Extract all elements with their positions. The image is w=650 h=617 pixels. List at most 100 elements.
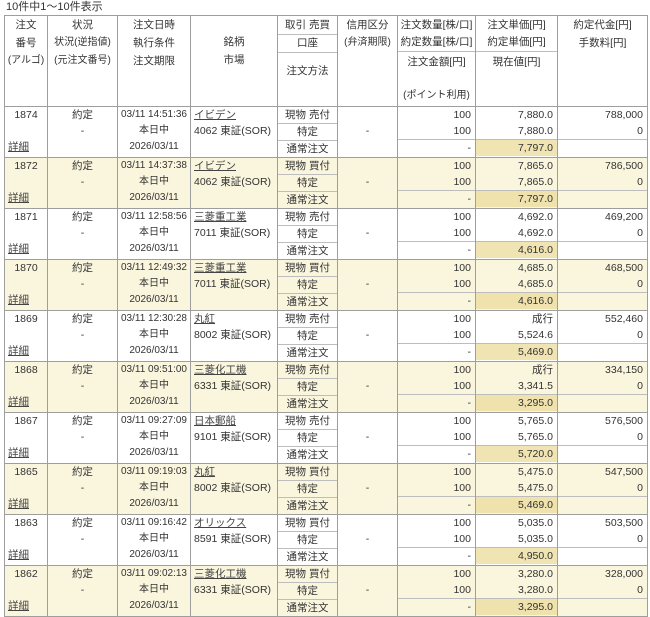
- order-condition: 本日中: [139, 329, 169, 340]
- order-status-sub: -: [80, 482, 85, 494]
- order-method: 通常注文: [286, 245, 329, 257]
- fee: 0: [558, 531, 647, 548]
- order-datetime: 03/11 14:51:36: [121, 109, 187, 120]
- order-trade-cell: 現物 売付 特定 通常注文: [277, 310, 338, 362]
- exec-qty: 100: [398, 378, 475, 395]
- exec-price: 3,341.5: [476, 378, 557, 395]
- order-quantity-cell: 100 100 -: [397, 106, 476, 158]
- order-price: 成行: [532, 313, 553, 325]
- order-status-cell: 約定 -: [47, 106, 118, 158]
- stock-link[interactable]: イビデン: [194, 109, 236, 121]
- order-credit-cell: -: [337, 259, 398, 311]
- trade-type: 現物 売付: [278, 311, 337, 328]
- order-status-sub: -: [80, 584, 85, 596]
- order-qty: 100: [453, 517, 471, 529]
- order-stock-cell: 三菱化工機 6331 東証(SOR): [190, 361, 278, 413]
- order-number: 1862: [14, 568, 38, 580]
- order-datetime: 03/11 14:37:38: [121, 160, 187, 171]
- order-stock-cell: 丸紅 8002 東証(SOR): [190, 310, 278, 362]
- stock-link[interactable]: 丸紅: [194, 313, 215, 325]
- exec-total: 468,500: [605, 262, 643, 274]
- order-row: 1872 詳細 約定 - 03/11 14:37:38 本日中 2026/03/11 イビデン…: [4, 157, 648, 209]
- order-credit-cell: -: [337, 412, 398, 464]
- order-price-cell: 5,765.0 5,765.0 5,720.0: [475, 412, 558, 464]
- stock-link[interactable]: 日本郵船: [194, 415, 236, 427]
- credit-class: -: [365, 584, 370, 596]
- detail-link[interactable]: 詳細: [8, 498, 29, 510]
- current-price: 4,950.0: [476, 548, 557, 564]
- stock-link[interactable]: 三菱化工機: [194, 364, 247, 376]
- order-amount: -: [467, 142, 472, 154]
- order-price-cell: 4,685.0 4,685.0 4,616.0: [475, 259, 558, 311]
- exec-qty: 100: [398, 531, 475, 548]
- order-status: 約定: [72, 466, 93, 478]
- trade-type: 現物 買付: [278, 158, 337, 175]
- stock-code-market: 6331 東証(SOR): [194, 584, 272, 596]
- order-number: 1870: [14, 262, 38, 274]
- stock-code-market: 7011 東証(SOR): [194, 278, 271, 290]
- header-stock: 銘柄 市場: [190, 15, 278, 107]
- stock-link[interactable]: 三菱重工業: [194, 262, 247, 274]
- account-type: 特定: [278, 481, 337, 498]
- trade-type: 現物 売付: [278, 107, 337, 124]
- order-credit-cell: -: [337, 514, 398, 566]
- detail-link[interactable]: 詳細: [8, 396, 29, 408]
- stock-code-market: 8002 東証(SOR): [194, 329, 272, 341]
- order-total-cell: 576,500 0: [557, 412, 648, 464]
- order-amount: -: [467, 397, 472, 409]
- detail-link[interactable]: 詳細: [8, 345, 29, 357]
- stock-link[interactable]: オリックス: [194, 517, 247, 529]
- exec-total: 334,150: [605, 364, 643, 376]
- header-credit: 信用区分 (弁済期限): [337, 15, 398, 107]
- fee: 0: [558, 174, 647, 191]
- detail-link[interactable]: 詳細: [8, 243, 29, 255]
- stock-link[interactable]: 丸紅: [194, 466, 215, 478]
- account-type: 特定: [278, 583, 337, 600]
- trade-type: 現物 買付: [278, 515, 337, 532]
- order-row: 1871 詳細 約定 - 03/11 12:58:56 本日中 2026/03/11 三菱重工…: [4, 208, 648, 260]
- detail-link[interactable]: 詳細: [8, 549, 29, 561]
- order-total-cell: 328,000 0: [557, 565, 648, 617]
- detail-link[interactable]: 詳細: [8, 192, 29, 204]
- order-expiry: 2026/03/11: [129, 192, 179, 203]
- order-credit-cell: -: [337, 361, 398, 413]
- credit-class: -: [365, 227, 370, 239]
- stock-link[interactable]: 三菱化工機: [194, 568, 247, 580]
- order-price: 3,280.0: [517, 568, 553, 580]
- exec-price: 3,280.0: [476, 582, 557, 599]
- order-method: 通常注文: [286, 398, 329, 410]
- detail-link[interactable]: 詳細: [8, 141, 29, 153]
- account-type: 特定: [278, 226, 337, 243]
- order-datetime-cell: 03/11 09:27:09 本日中 2026/03/11: [117, 412, 191, 464]
- current-price: 4,616.0: [476, 293, 557, 309]
- order-datetime-cell: 03/11 09:51:00 本日中 2026/03/11: [117, 361, 191, 413]
- detail-link[interactable]: 詳細: [8, 447, 29, 459]
- account-type: 特定: [278, 532, 337, 549]
- orders-table: 注文 番号 (アルゴ) 状況 状況(逆指値) (元注文番号) 注文日時 執行条件…: [4, 15, 648, 617]
- table-header-row: 注文 番号 (アルゴ) 状況 状況(逆指値) (元注文番号) 注文日時 執行条件…: [4, 15, 648, 107]
- order-expiry: 2026/03/11: [129, 549, 179, 560]
- order-status-cell: 約定 -: [47, 259, 118, 311]
- stock-code-market: 6331 東証(SOR): [194, 380, 272, 392]
- current-price: 5,469.0: [476, 497, 557, 513]
- order-total-cell: 503,500 0: [557, 514, 648, 566]
- order-datetime-cell: 03/11 09:19:03 本日中 2026/03/11: [117, 463, 191, 515]
- order-total-cell: 469,200 0: [557, 208, 648, 260]
- order-row: 1870 詳細 約定 - 03/11 12:49:32 本日中 2026/03/11 三菱重工…: [4, 259, 648, 311]
- order-stock-cell: オリックス 8591 東証(SOR): [190, 514, 278, 566]
- order-number-cell: 1868 詳細: [4, 361, 48, 413]
- exec-total: 786,500: [605, 160, 643, 172]
- detail-link[interactable]: 詳細: [8, 600, 29, 612]
- exec-total: 576,500: [605, 415, 643, 427]
- detail-link[interactable]: 詳細: [8, 294, 29, 306]
- fee: 0: [558, 327, 647, 344]
- order-status-sub: -: [80, 176, 85, 188]
- order-qty: 100: [453, 415, 471, 427]
- stock-link[interactable]: イビデン: [194, 160, 236, 172]
- order-status-sub: -: [80, 329, 85, 341]
- order-price-cell: 7,865.0 7,865.0 7,797.0: [475, 157, 558, 209]
- credit-class: -: [365, 176, 370, 188]
- trade-type: 現物 買付: [278, 464, 337, 481]
- credit-class: -: [365, 329, 370, 341]
- stock-link[interactable]: 三菱重工業: [194, 211, 247, 223]
